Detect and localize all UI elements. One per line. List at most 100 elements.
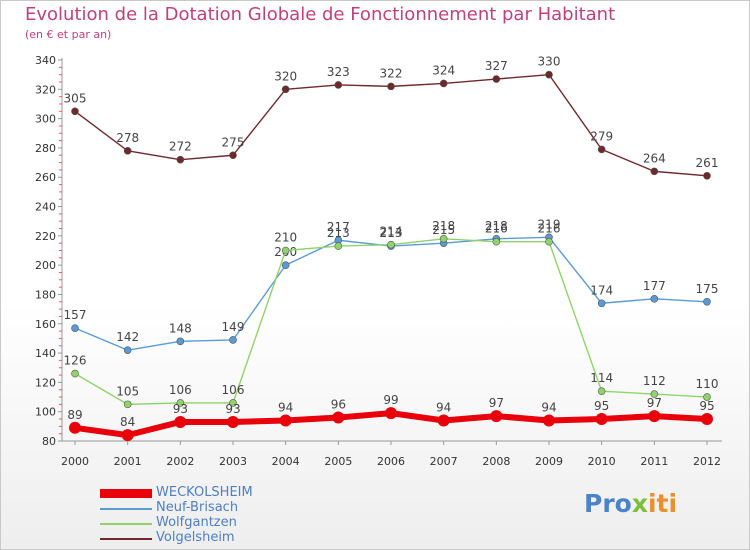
data-label-weckolsheim: 93 (173, 402, 188, 416)
data-point-weckolsheim (648, 410, 661, 423)
data-point-weckolsheim (279, 414, 292, 427)
data-point-wolfgantzen (703, 393, 711, 401)
legend-label-volgelsheim: Volgelsheim (156, 530, 235, 545)
x-tick-label: 2003 (219, 455, 247, 468)
data-point-neuf-brisach (281, 261, 290, 269)
x-tick-label: 2007 (430, 455, 458, 468)
x-tick-label: 2012 (693, 455, 721, 468)
data-label-weckolsheim: 93 (225, 402, 240, 416)
x-tick-label: 2002 (166, 455, 194, 468)
data-label-volgelsheim: 327 (485, 59, 508, 73)
data-point-wolfgantzen (176, 399, 185, 407)
x-tick-label: 2005 (324, 455, 352, 468)
data-label-wolfgantzen: 114 (590, 371, 613, 385)
y-tick-label: 320 (35, 83, 56, 96)
logo-part-2: x (631, 489, 648, 518)
y-tick-label: 220 (35, 230, 56, 243)
data-label-weckolsheim: 94 (278, 400, 293, 414)
data-point-weckolsheim (490, 410, 503, 423)
data-point-weckolsheim (385, 407, 397, 420)
data-point-volgelsheim (387, 82, 395, 91)
y-tick-label: 100 (35, 406, 56, 419)
data-point-wolfgantzen (439, 234, 448, 243)
data-label-neuf-brisach: 213 (380, 226, 403, 240)
data-point-wolfgantzen (334, 242, 343, 250)
data-label-wolfgantzen: 216 (538, 222, 561, 236)
data-label-wolfgantzen: 213 (327, 226, 350, 240)
data-label-neuf-brisach: 177 (643, 279, 666, 293)
x-tick-label: 2004 (272, 455, 300, 468)
data-label-volgelsheim: 278 (116, 131, 139, 145)
data-point-weckolsheim (227, 415, 239, 428)
y-tick-label: 80 (42, 435, 56, 448)
data-point-wolfgantzen (281, 246, 290, 255)
data-label-wolfgantzen: 112 (643, 374, 666, 388)
data-point-weckolsheim (332, 411, 345, 424)
data-label-volgelsheim: 324 (432, 63, 455, 77)
data-point-volgelsheim (281, 85, 290, 94)
chart-title: Evolution de la Dotation Globale de Fonc… (25, 4, 616, 25)
data-point-volgelsheim (650, 167, 659, 176)
chart-subtitle: (en € et par an) (25, 28, 112, 41)
x-tick-label: 2000 (61, 455, 89, 468)
data-label-wolfgantzen: 105 (116, 384, 139, 398)
data-point-wolfgantzen (71, 369, 79, 378)
y-tick-label: 260 (35, 171, 56, 184)
y-tick-label: 280 (35, 142, 56, 155)
data-point-volgelsheim (492, 75, 501, 83)
data-point-weckolsheim (701, 413, 713, 426)
data-point-neuf-brisach (597, 299, 606, 308)
data-label-wolfgantzen: 214 (380, 225, 403, 239)
legend-swatch-wolfgantzen (100, 516, 152, 531)
data-point-wolfgantzen (650, 390, 659, 398)
data-point-volgelsheim (334, 81, 343, 89)
proxiti-logo[interactable]: Proxiti (584, 489, 677, 518)
data-point-wolfgantzen (387, 240, 395, 249)
data-label-weckolsheim: 96 (331, 398, 346, 412)
data-label-volgelsheim: 330 (538, 55, 561, 69)
data-point-wolfgantzen (123, 400, 132, 409)
legend-label-neuf-brisach: Neuf-Brisach (156, 500, 239, 515)
data-point-weckolsheim (437, 414, 450, 427)
legend-swatch-neuf-brisach (100, 501, 152, 516)
data-label-volgelsheim: 305 (64, 91, 87, 105)
data-label-neuf-brisach: 218 (485, 219, 508, 233)
data-label-wolfgantzen: 106 (222, 383, 245, 397)
data-label-neuf-brisach: 219 (538, 217, 561, 231)
data-point-neuf-brisach (123, 346, 132, 354)
legend-label-wolfgantzen: Wolfgantzen (156, 515, 237, 530)
data-label-volgelsheim: 261 (696, 156, 719, 170)
data-label-wolfgantzen: 218 (432, 219, 455, 233)
data-label-weckolsheim: 99 (383, 393, 398, 407)
data-point-volgelsheim (123, 147, 132, 155)
data-point-wolfgantzen (229, 399, 237, 407)
y-tick-label: 140 (35, 347, 56, 360)
data-point-volgelsheim (71, 107, 79, 116)
x-tick-label: 2011 (640, 455, 668, 468)
data-label-volgelsheim: 322 (380, 66, 403, 80)
data-point-volgelsheim (545, 70, 553, 79)
data-label-volgelsheim: 323 (327, 65, 350, 79)
data-point-volgelsheim (229, 151, 237, 160)
data-label-wolfgantzen: 126 (64, 354, 87, 368)
data-point-neuf-brisach (71, 324, 79, 332)
data-label-neuf-brisach: 148 (169, 321, 192, 335)
data-point-volgelsheim (176, 155, 185, 164)
data-label-wolfgantzen: 210 (274, 231, 297, 245)
data-point-volgelsheim (597, 145, 606, 154)
x-tick-label: 2006 (377, 455, 405, 468)
y-tick-label: 240 (35, 201, 56, 214)
data-label-volgelsheim: 272 (169, 140, 192, 154)
data-label-neuf-brisach: 174 (590, 283, 613, 297)
y-tick-label: 160 (35, 318, 56, 331)
data-label-neuf-brisach: 175 (696, 282, 719, 296)
x-tick-label: 2009 (535, 455, 563, 468)
data-label-volgelsheim: 275 (222, 135, 245, 149)
data-point-wolfgantzen (492, 237, 501, 246)
y-tick-label: 200 (35, 259, 56, 272)
data-label-volgelsheim: 264 (643, 151, 666, 165)
data-label-wolfgantzen: 110 (696, 377, 719, 391)
data-point-weckolsheim (174, 415, 187, 428)
data-label-wolfgantzen: 216 (485, 222, 508, 236)
y-tick-label: 300 (35, 113, 56, 126)
